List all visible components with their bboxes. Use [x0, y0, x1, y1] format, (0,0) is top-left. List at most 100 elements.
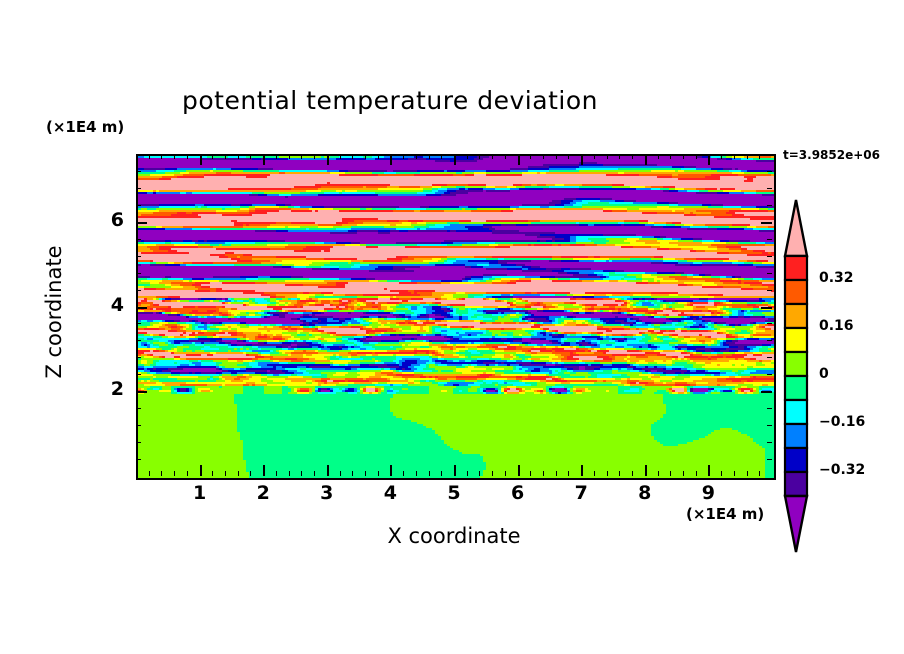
tick-mark — [767, 204, 772, 206]
tick-mark — [466, 154, 468, 159]
tick-mark — [390, 154, 393, 165]
tick-mark — [761, 306, 772, 309]
tick-mark — [415, 471, 417, 476]
tick-mark — [767, 374, 772, 376]
tick-mark — [504, 471, 506, 476]
tick-mark — [767, 272, 772, 274]
colorbar-label-3: −0.16 — [819, 414, 866, 430]
tick-mark — [136, 306, 147, 309]
tick-mark — [263, 465, 266, 476]
tick-mark — [759, 154, 761, 159]
tick-mark — [174, 471, 176, 476]
tick-mark — [186, 471, 188, 476]
colorbar-label-4: −0.32 — [819, 462, 866, 478]
tick-mark — [708, 465, 711, 476]
colorbar-svg — [783, 199, 809, 553]
tick-mark — [479, 154, 481, 159]
tick-mark — [670, 471, 672, 476]
tick-mark — [136, 204, 141, 206]
tick-mark — [237, 471, 239, 476]
tick-mark — [288, 154, 290, 159]
tick-mark — [136, 425, 141, 427]
tick-mark — [644, 465, 647, 476]
tick-mark — [479, 471, 481, 476]
tick-mark — [619, 154, 621, 159]
tick-mark — [555, 471, 557, 476]
tick-mark — [619, 471, 621, 476]
x-tick-label-2: 2 — [256, 482, 270, 504]
tick-mark — [632, 471, 634, 476]
tick-mark — [390, 465, 393, 476]
tick-mark — [136, 272, 141, 274]
y-tick-label-4: 4 — [110, 293, 124, 316]
tick-mark — [339, 471, 341, 476]
tick-mark — [606, 471, 608, 476]
x-tick-label-6: 6 — [510, 482, 525, 504]
tick-mark — [695, 154, 697, 159]
tick-mark — [441, 471, 443, 476]
colorbar-label-0: 0.32 — [819, 270, 854, 286]
tick-mark — [568, 471, 570, 476]
tick-mark — [606, 154, 608, 159]
tick-mark — [136, 340, 141, 342]
tick-mark — [364, 471, 366, 476]
tick-mark — [225, 154, 227, 159]
tick-mark — [517, 154, 520, 165]
tick-mark — [682, 154, 684, 159]
tick-mark — [543, 471, 545, 476]
tick-mark — [466, 471, 468, 476]
tick-mark — [761, 391, 772, 394]
tick-mark — [555, 154, 557, 159]
tick-mark — [136, 238, 141, 240]
tick-mark — [759, 471, 761, 476]
tick-mark — [377, 154, 379, 159]
y-tick-label-2: 2 — [110, 378, 124, 401]
tick-mark — [530, 154, 532, 159]
tick-mark — [212, 154, 214, 159]
tick-mark — [403, 471, 405, 476]
tick-mark — [364, 154, 366, 159]
tick-mark — [314, 471, 316, 476]
tick-mark — [543, 154, 545, 159]
x-tick-label-1: 1 — [192, 482, 207, 504]
tick-mark — [721, 154, 723, 159]
tick-mark — [136, 442, 141, 444]
tick-mark — [263, 154, 266, 165]
tick-mark — [632, 154, 634, 159]
tick-mark — [454, 154, 456, 165]
tick-mark — [593, 154, 595, 159]
tick-mark — [492, 154, 494, 159]
tick-mark — [136, 289, 141, 291]
tick-mark — [568, 154, 570, 159]
tick-mark — [136, 187, 141, 189]
x-tick-label-4: 4 — [383, 482, 397, 504]
x-axis-title: X coordinate — [387, 524, 521, 548]
tick-mark — [767, 340, 772, 342]
tick-mark — [250, 471, 252, 476]
tick-mark — [454, 465, 456, 476]
y-tick-label-6: 6 — [110, 208, 124, 231]
timestamp-annotation: t=3.9852e+06 — [783, 148, 880, 162]
tick-mark — [530, 471, 532, 476]
tick-mark — [161, 471, 163, 476]
tick-mark — [314, 154, 316, 159]
tick-mark — [657, 471, 659, 476]
tick-mark — [136, 374, 141, 376]
tick-mark — [767, 323, 772, 325]
tick-mark — [733, 471, 735, 476]
tick-mark — [746, 471, 748, 476]
tick-mark — [352, 154, 354, 159]
tick-mark — [136, 408, 141, 410]
tick-mark — [767, 255, 772, 257]
tick-mark — [339, 154, 341, 159]
tick-mark — [581, 465, 584, 476]
tick-mark — [136, 255, 141, 257]
tick-mark — [275, 154, 277, 159]
tick-mark — [670, 154, 672, 159]
tick-mark — [250, 154, 252, 159]
tick-mark — [492, 471, 494, 476]
tick-mark — [767, 459, 772, 461]
tick-mark — [746, 154, 748, 159]
tick-mark — [721, 471, 723, 476]
y-axis-title: Z coordinate — [42, 245, 66, 379]
